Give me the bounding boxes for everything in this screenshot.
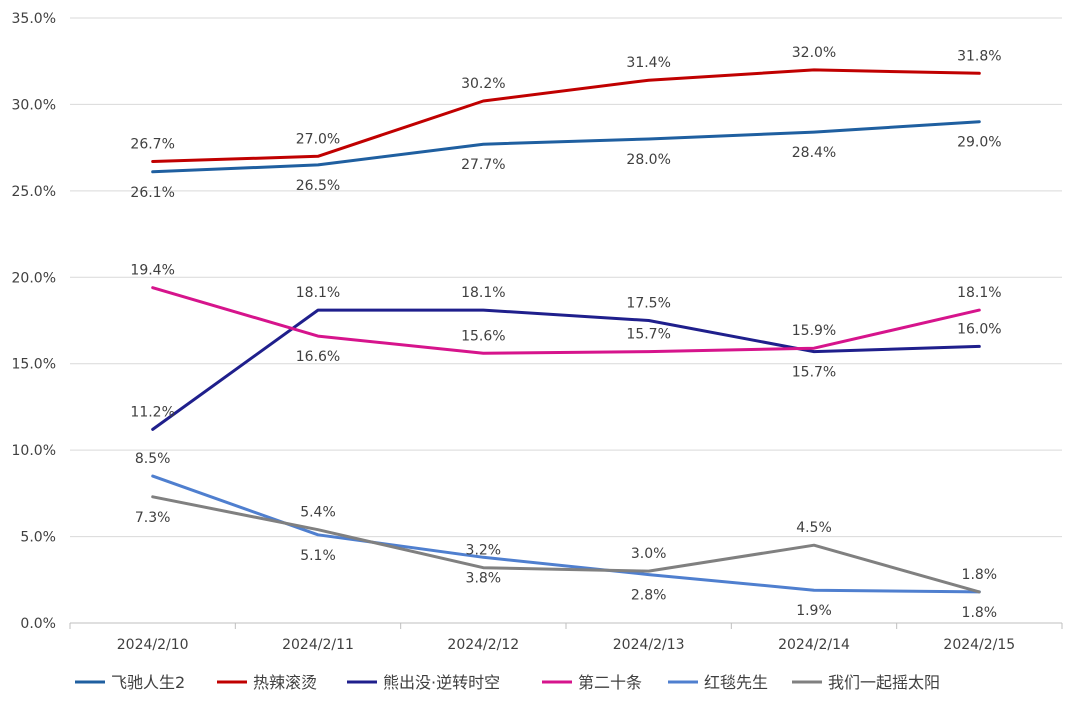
data-label: 17.5% <box>626 296 670 312</box>
data-label: 28.0% <box>626 152 670 168</box>
data-label: 30.2% <box>461 76 505 92</box>
y-tick-label: 15.0% <box>12 357 56 373</box>
legend-item: 第二十条 <box>542 673 642 692</box>
series-line <box>151 495 981 594</box>
legend-label: 红毯先生 <box>704 673 768 692</box>
data-label: 28.4% <box>792 145 836 161</box>
series-line <box>151 68 981 163</box>
data-label: 8.5% <box>135 451 171 467</box>
y-tick-label: 0.0% <box>20 616 56 632</box>
data-label: 15.7% <box>626 327 670 343</box>
data-label: 3.0% <box>631 546 667 562</box>
y-tick-label: 25.0% <box>12 184 56 200</box>
legend-item: 熊出没·逆转时空 <box>347 673 500 692</box>
series-line <box>151 120 981 174</box>
legend-item: 我们一起摇太阳 <box>792 673 940 692</box>
series-lines <box>151 68 981 594</box>
y-tick-label: 30.0% <box>12 97 56 113</box>
legend-label: 热辣滚烫 <box>253 673 317 692</box>
data-label: 15.6% <box>461 328 505 344</box>
x-tick-label: 2024/2/15 <box>943 637 1015 653</box>
data-label: 1.8% <box>962 567 998 583</box>
data-label: 2.8% <box>631 588 667 604</box>
data-label: 7.3% <box>135 510 171 526</box>
x-tick-label: 2024/2/11 <box>282 637 354 653</box>
data-label: 31.8% <box>957 48 1001 64</box>
data-label: 27.7% <box>461 157 505 173</box>
legend-item: 热辣滚烫 <box>217 673 317 692</box>
data-label: 4.5% <box>796 520 832 536</box>
legend-label: 第二十条 <box>578 673 642 692</box>
data-label: 1.8% <box>962 605 998 621</box>
x-tick-label: 2024/2/14 <box>778 637 850 653</box>
data-label: 19.4% <box>130 263 174 279</box>
data-label: 15.7% <box>792 365 836 381</box>
data-label: 26.7% <box>130 136 174 152</box>
gridlines <box>70 17 1062 538</box>
data-label: 29.0% <box>957 135 1001 151</box>
data-label: 5.1% <box>300 548 336 564</box>
data-labels: 26.1% 26.5% 27.7% 28.0% 28.4% 29.0% 26.7% 27.0%… <box>130 45 1001 621</box>
data-label: 26.1% <box>130 185 174 201</box>
series-line <box>151 286 981 355</box>
data-label: 31.4% <box>626 55 670 71</box>
data-label: 18.1% <box>461 285 505 301</box>
data-label: 26.5% <box>296 178 340 194</box>
data-label: 16.6% <box>296 349 340 365</box>
data-label: 32.0% <box>792 45 836 61</box>
legend: 飞驰人生2 热辣滚烫 熊出没·逆转时空 第二十条 红毯先生 我们一起摇太阳 <box>75 673 940 692</box>
y-tick-label: 35.0% <box>12 11 56 27</box>
series-line <box>151 308 981 431</box>
legend-item: 红毯先生 <box>668 673 768 692</box>
data-label: 15.9% <box>792 323 836 339</box>
data-label: 3.2% <box>466 543 502 559</box>
data-label: 5.4% <box>300 505 336 521</box>
legend-item: 飞驰人生2 <box>75 673 185 692</box>
y-tick-label: 5.0% <box>20 530 56 546</box>
data-label: 1.9% <box>796 603 832 619</box>
legend-label: 熊出没·逆转时空 <box>383 673 500 692</box>
data-label: 3.8% <box>466 570 502 586</box>
x-tick-label: 2024/2/12 <box>447 637 519 653</box>
x-tick-label: 2024/2/10 <box>117 637 189 653</box>
series-line <box>151 474 981 594</box>
data-label: 11.2% <box>130 404 174 420</box>
data-label: 18.1% <box>296 285 340 301</box>
y-tick-label: 20.0% <box>12 270 56 286</box>
y-tick-label: 10.0% <box>12 443 56 459</box>
x-tick-label: 2024/2/13 <box>613 637 685 653</box>
data-label: 27.0% <box>296 131 340 147</box>
data-label: 16.0% <box>957 321 1001 337</box>
legend-label: 我们一起摇太阳 <box>828 673 940 692</box>
legend-label: 飞驰人生2 <box>111 673 185 692</box>
data-label: 18.1% <box>957 285 1001 301</box>
axes: 0.0% 5.0% 10.0% 15.0% 20.0% 25.0% 30.0% 35.0% 20… <box>12 11 1063 653</box>
